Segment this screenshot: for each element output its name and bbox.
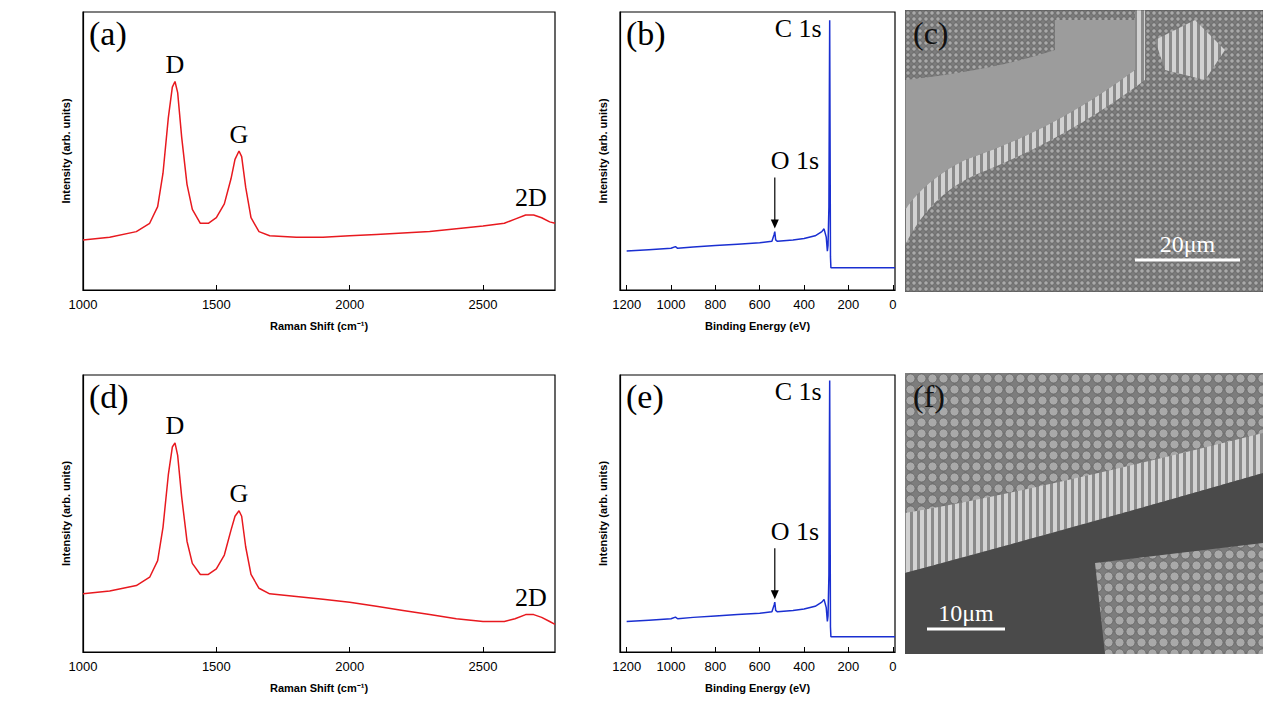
svg-text:(a): (a): [89, 15, 127, 53]
svg-text:G: G: [230, 120, 249, 149]
svg-text:1000: 1000: [657, 659, 686, 674]
svg-text:2D: 2D: [515, 583, 547, 612]
svg-text:2500: 2500: [469, 659, 498, 674]
svg-text:(b): (b): [626, 15, 666, 53]
svg-text:1200: 1200: [612, 297, 641, 312]
svg-text:2500: 2500: [469, 297, 498, 312]
svg-text:400: 400: [793, 297, 815, 312]
svg-text:800: 800: [705, 297, 727, 312]
svg-text:Intensity (arb. units): Intensity (arb. units): [60, 98, 72, 203]
svg-text:0: 0: [889, 297, 896, 312]
svg-text:800: 800: [705, 659, 727, 674]
svg-text:O 1s: O 1s: [771, 517, 819, 546]
svg-text:2000: 2000: [335, 297, 364, 312]
svg-text:(d): (d): [89, 378, 129, 416]
svg-text:C 1s: C 1s: [775, 377, 822, 406]
svg-text:2000: 2000: [335, 659, 364, 674]
svg-text:0: 0: [889, 659, 896, 674]
svg-text:Intensity (arb. units): Intensity (arb. units): [60, 461, 72, 566]
svg-text:1000: 1000: [69, 297, 98, 312]
svg-text:Binding Energy (eV): Binding Energy (eV): [705, 682, 810, 694]
svg-text:1000: 1000: [69, 659, 98, 674]
svg-text:G: G: [230, 479, 249, 508]
svg-text:1000: 1000: [657, 297, 686, 312]
svg-text:(e): (e): [626, 378, 664, 416]
svg-text:600: 600: [749, 659, 771, 674]
svg-text:(f): (f): [913, 378, 945, 414]
svg-text:Raman Shift (cm⁻¹): Raman Shift (cm⁻¹): [270, 320, 368, 332]
svg-text:200: 200: [838, 297, 860, 312]
svg-text:Binding Energy (eV): Binding Energy (eV): [705, 320, 810, 332]
svg-text:20μm: 20μm: [1160, 231, 1216, 257]
svg-text:Intensity (arb. units): Intensity (arb. units): [597, 98, 609, 203]
svg-text:1500: 1500: [202, 297, 231, 312]
svg-text:1500: 1500: [202, 659, 231, 674]
svg-text:2D: 2D: [515, 183, 547, 212]
svg-text:600: 600: [749, 297, 771, 312]
svg-text:(c): (c): [913, 15, 949, 51]
svg-text:C 1s: C 1s: [775, 14, 822, 43]
svg-text:D: D: [166, 411, 185, 440]
svg-text:10μm: 10μm: [938, 600, 994, 626]
svg-text:1200: 1200: [612, 659, 641, 674]
svg-text:200: 200: [838, 659, 860, 674]
svg-text:Intensity (arb. units): Intensity (arb. units): [597, 461, 609, 566]
svg-text:400: 400: [793, 659, 815, 674]
svg-text:Raman Shift (cm⁻¹): Raman Shift (cm⁻¹): [270, 682, 368, 694]
svg-text:D: D: [166, 50, 185, 79]
svg-text:O 1s: O 1s: [771, 146, 819, 175]
